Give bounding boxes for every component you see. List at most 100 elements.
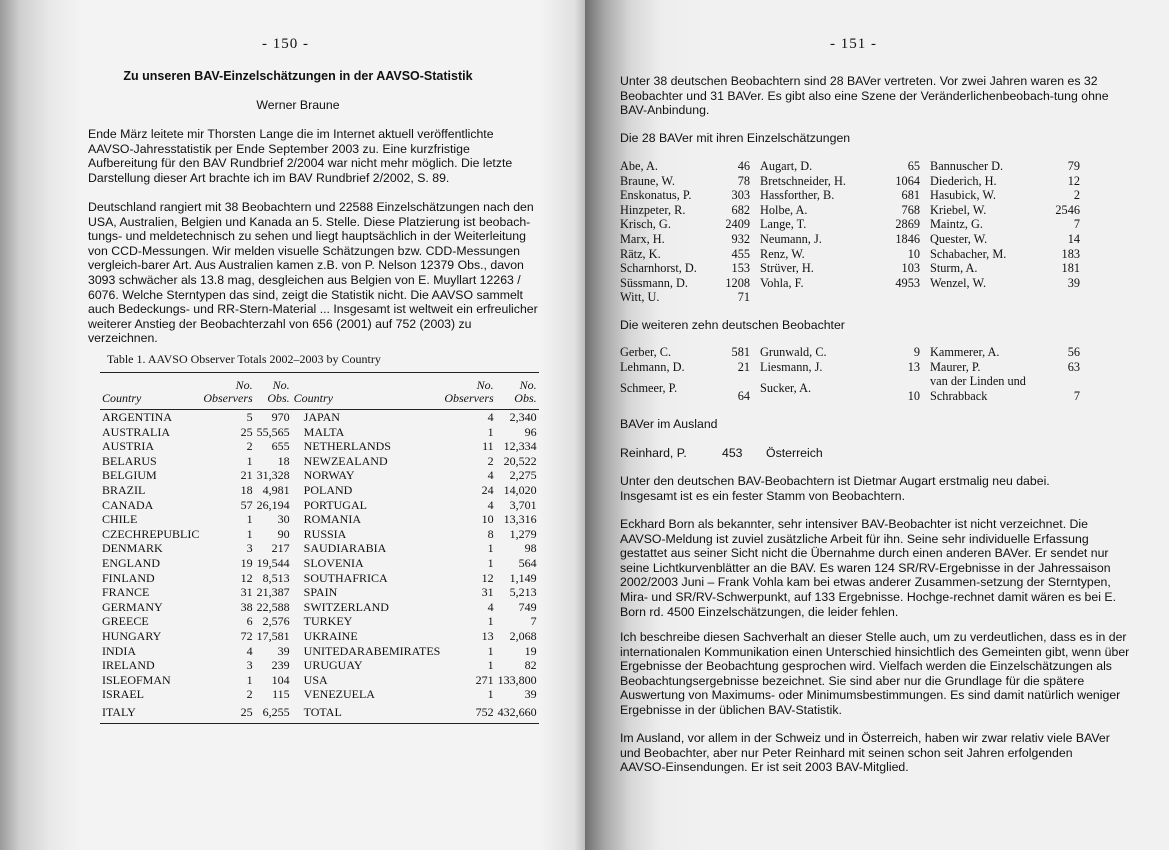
table-row: IRELAND 3 239 URUGUAY 1 82 (100, 658, 539, 673)
observer-name: Diederich, H. (930, 173, 997, 188)
cell-country: SPAIN (303, 585, 338, 600)
cell-country: USA (303, 672, 328, 687)
cell-obs: 2,576 (262, 614, 290, 629)
cell-country: CANADA (102, 497, 154, 512)
table-row: AUSTRIA 2 655 NETHERLANDS 11 12,334 (100, 439, 539, 454)
table-row: CANADA 57 26,194 PORTUGAL 4 3,701 (100, 498, 539, 513)
observer-count: 455 (731, 246, 750, 261)
observer-name: Kriebel, W. (930, 202, 987, 217)
cell-observers: 1 (487, 541, 494, 556)
paragraph: Unter 38 deutschen Beobachtern sind 28 B… (620, 74, 1109, 118)
cell-observers: 3 (246, 658, 253, 673)
observer-name: Renz, W. (760, 246, 805, 261)
table-row: CZECHREPUBLIC 1 90 RUSSIA 8 1,279 (100, 527, 539, 542)
cell-country: GERMANY (102, 599, 163, 614)
list-row: Scharnhorst, D. 153 Strüver, H. 103 Sturm, A… (620, 261, 1090, 276)
cell-country: CHILE (102, 512, 138, 527)
table-caption: Table 1. AAVSO Observer Totals 2002–2003… (107, 352, 381, 366)
observer-count: 932 (731, 231, 750, 246)
cell-observers: 1 (487, 658, 494, 673)
observer-name: Maurer, P. (930, 359, 981, 374)
cell-country: URUGUAY (303, 658, 363, 673)
cell-country: NETHERLANDS (303, 439, 391, 454)
observer-name: Augart, D. (760, 159, 813, 173)
cell-obs: 18 (277, 453, 290, 468)
cell-observers: 4 (487, 497, 494, 512)
cell-country: PORTUGAL (303, 497, 367, 512)
list-row: Süssmann, D. 1208 Vohla, F. 4953 Wenzel, W. 3… (620, 276, 1090, 291)
cell-country: HUNGARY (102, 628, 162, 643)
cell-country: POLAND (303, 482, 353, 497)
cell-observers: 72 (240, 628, 253, 643)
section-heading: Die 28 BAVer mit ihren Einzelschätzungen (620, 131, 851, 145)
table-row: ISLEOFMAN 1 104 USA 271 133,800 (100, 673, 539, 688)
cell-country: ISLEOFMAN (102, 672, 171, 687)
bav-observer-list: Abe, A. 46 Augart, D. 65 Bannuscher D. 79 Brau… (620, 159, 1090, 305)
cell-country: ARGENTINA (102, 410, 172, 424)
cell-observers: 21 (240, 468, 253, 483)
observer-count: 581 (731, 345, 750, 359)
observer-name: Witt, U. (620, 290, 660, 305)
cell-obs: 6,255 (262, 705, 290, 720)
other-observer-list: Gerber, C. 581 Grunwald, C. 9 Kammerer, A. 56… (620, 345, 1090, 403)
observer-name: Lange, T. (760, 217, 807, 232)
paragraph: Ende März leitete mir Thorsten Lange die… (88, 127, 513, 185)
observer-count: 181 (1061, 261, 1080, 276)
cell-country: SOUTHAFRICA (303, 570, 388, 585)
cell-obs: 749 (518, 599, 537, 614)
observer-name: Bannuscher D. (930, 159, 1004, 173)
cell-observers: 752 (475, 705, 494, 720)
col-header-observers: No. Observers (203, 378, 253, 405)
observer-count: 21 (737, 359, 750, 374)
observer-name: Hasubick, W. (930, 188, 996, 203)
table-row: ISRAEL 2 115 VENEZUELA 1 39 (100, 687, 539, 702)
cell-observers: 2 (246, 687, 253, 702)
cell-obs: 1,279 (509, 526, 537, 541)
cell-obs: 19 (524, 643, 537, 658)
observer-name: Liesmann, J. (760, 359, 823, 374)
cell-country: DENMARK (102, 541, 163, 556)
col-header-country: Country (293, 391, 333, 405)
cell-country: BRAZIL (102, 482, 146, 497)
page-number: - 150 - (262, 36, 309, 52)
cell-obs: 4,981 (262, 482, 290, 497)
cell-observers: 4 (487, 599, 494, 614)
cell-obs: 21,387 (256, 585, 290, 600)
list-row: Hinzpeter, R. 682 Holbe, A. 768 Kriebel, W. 2… (620, 203, 1090, 218)
observer-count: 14 (1067, 231, 1080, 246)
cell-country: NEWZEALAND (303, 453, 388, 468)
cell-observers: 1 (487, 643, 494, 658)
cell-country: ISRAEL (102, 687, 144, 702)
table-row: AUSTRALIA 25 55,565 MALTA 1 96 (100, 425, 539, 440)
observer-count: 1846 (895, 231, 920, 246)
table-row: ITALY 25 6,255 TOTAL 752 432,660 (100, 702, 539, 724)
observer-name: Marx, H. (620, 231, 665, 246)
cell-country: SLOVENIA (303, 555, 364, 570)
cell-observers: 4 (487, 410, 494, 424)
table-row: FINLAND 12 8,513 SOUTHAFRICA 12 1,149 (100, 571, 539, 586)
observer-count: 7 (1073, 388, 1080, 403)
cell-observers: 1 (487, 424, 494, 439)
right-page: - 151 - Unter 38 deutschen Beobachtern s… (585, 0, 1169, 850)
observer-name: Grunwald, C. (760, 345, 827, 359)
cell-observers: 25 (240, 705, 253, 720)
observer-count: 303 (731, 188, 750, 203)
observer-count: 183 (1061, 246, 1080, 261)
paragraph: Ich beschreibe diesen Sachverhalt an die… (620, 630, 1130, 717)
observer-count: 12 (1067, 173, 1080, 188)
cell-country: SWITZERLAND (303, 599, 389, 614)
cell-observers: 57 (240, 497, 253, 512)
observer-count: 2869 (895, 217, 920, 232)
observer-count: 13 (907, 359, 920, 374)
cell-obs: 55,565 (256, 424, 290, 439)
cell-country: FRANCE (102, 585, 150, 600)
list-row: Lehmann, D. 21 Liesmann, J. 13 Maurer, P. 63 (620, 360, 1090, 375)
observer-name: Gerber, C. (620, 345, 672, 359)
list-row: Braune, W. 78 Bretschneider, H. 1064 Diederi… (620, 174, 1090, 189)
cell-country: UKRAINE (303, 628, 358, 643)
list-row: Abe, A. 46 Augart, D. 65 Bannuscher D. 79 (620, 159, 1090, 174)
observer-count: 681 (901, 188, 920, 203)
table-row: GREECE 6 2,576 TURKEY 1 7 (100, 614, 539, 629)
observer-count: 79 (1067, 159, 1080, 173)
article-title: Zu unseren BAV-Einzelschätzungen in der … (123, 69, 473, 83)
